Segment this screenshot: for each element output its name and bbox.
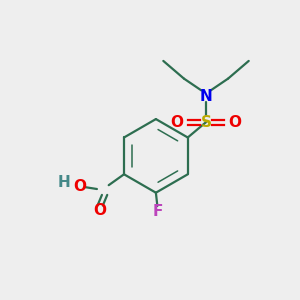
Text: H: H: [57, 175, 70, 190]
Text: O: O: [228, 115, 242, 130]
Text: O: O: [73, 179, 86, 194]
Text: N: N: [200, 89, 212, 104]
Text: O: O: [171, 115, 184, 130]
Text: F: F: [152, 204, 163, 219]
Text: O: O: [94, 203, 107, 218]
Text: S: S: [200, 115, 211, 130]
